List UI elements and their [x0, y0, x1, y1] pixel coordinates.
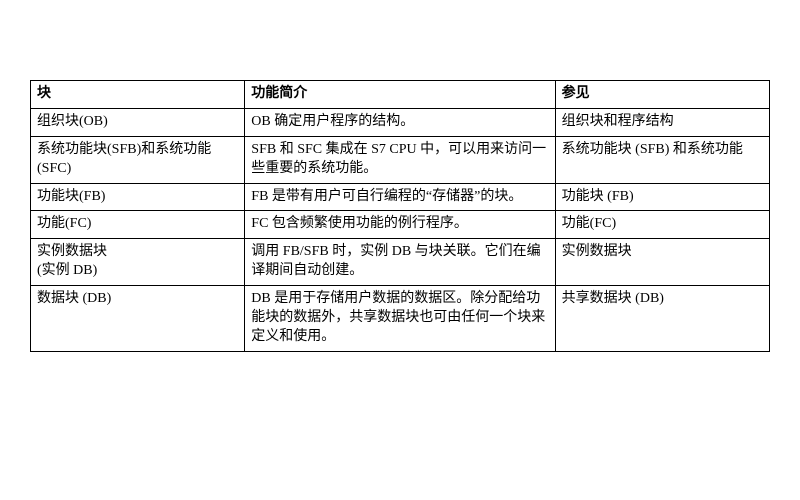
cell-ref: 功能(FC) [555, 211, 769, 239]
cell-block: 实例数据块(实例 DB) [31, 239, 245, 286]
cell-block: 功能(FC) [31, 211, 245, 239]
cell-ref: 实例数据块 [555, 239, 769, 286]
table-header-row: 块 功能简介 参见 [31, 81, 770, 109]
cell-desc: FC 包含频繁使用功能的例行程序。 [245, 211, 555, 239]
cell-block: 数据块 (DB) [31, 286, 245, 352]
table-row: 组织块(OB) OB 确定用户程序的结构。 组织块和程序结构 [31, 108, 770, 136]
header-cell-ref: 参见 [555, 81, 769, 109]
cell-ref: 共享数据块 (DB) [555, 286, 769, 352]
cell-desc: DB 是用于存储用户数据的数据区。除分配给功能块的数据外，共享数据块也可由任何一… [245, 286, 555, 352]
cell-ref: 系统功能块 (SFB) 和系统功能 [555, 136, 769, 183]
table-row: 系统功能块(SFB)和系统功能(SFC) SFB 和 SFC 集成在 S7 CP… [31, 136, 770, 183]
document-page: 块 功能简介 参见 组织块(OB) OB 确定用户程序的结构。 组织块和程序结构… [0, 0, 800, 352]
cell-block: 组织块(OB) [31, 108, 245, 136]
table-row: 数据块 (DB) DB 是用于存储用户数据的数据区。除分配给功能块的数据外，共享… [31, 286, 770, 352]
header-cell-desc: 功能简介 [245, 81, 555, 109]
cell-desc: OB 确定用户程序的结构。 [245, 108, 555, 136]
table-body: 组织块(OB) OB 确定用户程序的结构。 组织块和程序结构 系统功能块(SFB… [31, 108, 770, 351]
cell-block: 功能块(FB) [31, 183, 245, 211]
cell-block: 系统功能块(SFB)和系统功能(SFC) [31, 136, 245, 183]
cell-desc: FB 是带有用户可自行编程的“存储器”的块。 [245, 183, 555, 211]
cell-ref: 功能块 (FB) [555, 183, 769, 211]
cell-desc: 调用 FB/SFB 时，实例 DB 与块关联。它们在编译期间自动创建。 [245, 239, 555, 286]
table-row: 实例数据块(实例 DB) 调用 FB/SFB 时，实例 DB 与块关联。它们在编… [31, 239, 770, 286]
blocks-table: 块 功能简介 参见 组织块(OB) OB 确定用户程序的结构。 组织块和程序结构… [30, 80, 770, 352]
table-row: 功能块(FB) FB 是带有用户可自行编程的“存储器”的块。 功能块 (FB) [31, 183, 770, 211]
cell-ref: 组织块和程序结构 [555, 108, 769, 136]
cell-desc: SFB 和 SFC 集成在 S7 CPU 中，可以用来访问一些重要的系统功能。 [245, 136, 555, 183]
header-cell-block: 块 [31, 81, 245, 109]
table-row: 功能(FC) FC 包含频繁使用功能的例行程序。 功能(FC) [31, 211, 770, 239]
